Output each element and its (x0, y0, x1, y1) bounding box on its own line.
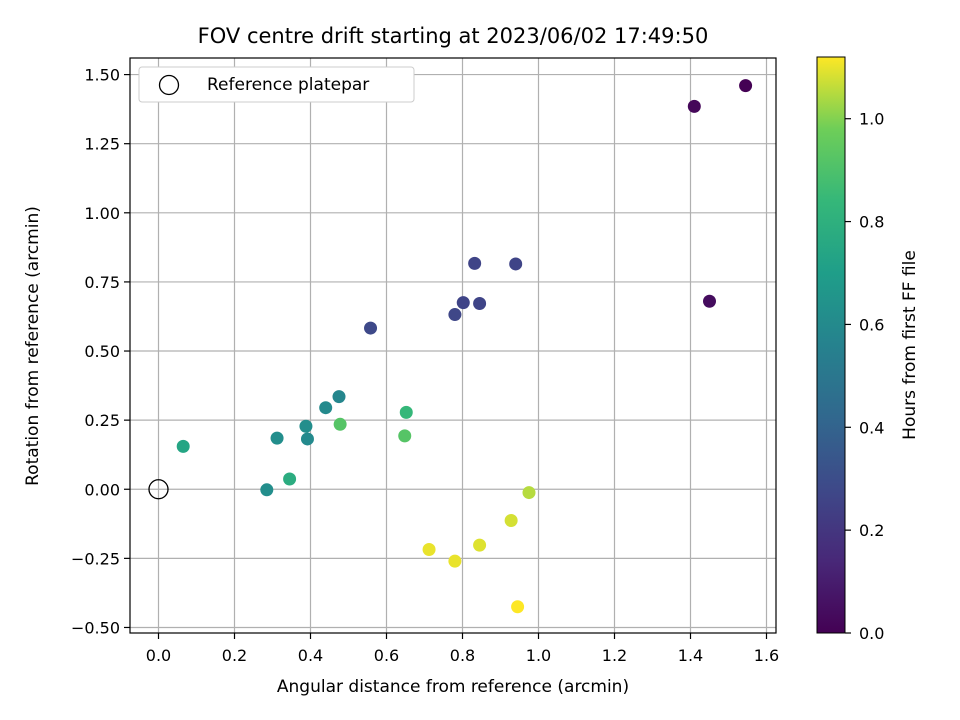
y-tick-label: −0.25 (71, 549, 120, 568)
data-point (739, 79, 753, 93)
y-tick-label: 1.25 (84, 135, 120, 154)
x-tick-label: 0.6 (374, 646, 399, 665)
data-point (468, 256, 482, 270)
y-tick-label: 0.50 (84, 342, 120, 361)
data-point (299, 419, 313, 433)
x-tick-label: 0.0 (146, 646, 171, 665)
data-point (333, 417, 347, 431)
colorbar-ticks: 0.0 0.2 0.4 0.6 0.8 1.0 (845, 110, 884, 643)
grid (130, 58, 776, 633)
x-tick-label: 1.4 (678, 646, 703, 665)
x-tick-label: 1.2 (602, 646, 627, 665)
data-point (504, 513, 518, 527)
x-tick-label: 0.2 (222, 646, 247, 665)
colorbar-tick-label: 1.0 (859, 110, 884, 129)
y-tick-label: 0.00 (84, 480, 120, 499)
colorbar-tick-label: 0.0 (859, 624, 884, 643)
x-tick-label: 1.6 (754, 646, 779, 665)
data-point (703, 294, 716, 308)
data-point (283, 472, 297, 486)
data-point (270, 431, 284, 445)
data-point (399, 405, 413, 419)
data-point (473, 296, 487, 310)
plot-frame (129, 57, 777, 634)
reference-platepar-marker (148, 479, 169, 500)
y-tick-label: −0.50 (71, 618, 120, 637)
data-point (319, 401, 333, 415)
data-point (364, 321, 378, 335)
x-axis-ticks: 0.0 0.2 0.4 0.6 0.8 1.0 1.2 1.4 1.6 (146, 633, 779, 665)
data-point (332, 390, 346, 404)
legend: Reference platepar (138, 66, 415, 103)
colorbar-tick-label: 0.4 (859, 418, 884, 437)
chart-title: FOV centre drift starting at 2023/06/02 … (198, 24, 709, 48)
data-point (522, 486, 536, 500)
data-point (509, 257, 523, 271)
colorbar-tick-label: 0.2 (859, 521, 884, 540)
x-tick-label: 0.8 (450, 646, 475, 665)
data-point (456, 296, 470, 310)
data-point (398, 429, 412, 443)
data-points (148, 79, 753, 614)
colorbar-label: Hours from first FF file (900, 250, 920, 440)
legend-reference-marker (158, 74, 180, 96)
y-tick-label: 0.25 (84, 411, 120, 430)
colorbar-gradient (816, 56, 846, 634)
data-point (448, 554, 462, 568)
x-tick-label: 0.4 (298, 646, 323, 665)
data-point (448, 308, 462, 322)
y-axis-label: Rotation from reference (arcmin) (23, 206, 43, 486)
data-point (473, 538, 487, 552)
colorbar: 0.0 0.2 0.4 0.6 0.8 1.0 Hours from first FF f… (816, 56, 920, 643)
y-tick-label: 0.75 (84, 273, 120, 292)
data-point (687, 99, 701, 113)
colorbar-tick-label: 0.8 (859, 213, 884, 232)
data-point (511, 600, 525, 614)
colorbar-tick-label: 0.6 (859, 315, 884, 334)
y-axis-ticks: −0.50 −0.25 0.00 0.25 0.50 0.75 1.00 1.25 1.50 (71, 66, 130, 637)
x-axis-label: Angular distance from reference (arcmin) (277, 677, 629, 697)
x-tick-label: 1.0 (526, 646, 551, 665)
legend-box (138, 66, 415, 103)
y-tick-label: 1.00 (84, 204, 120, 223)
legend-entry-reference: Reference platepar (207, 75, 369, 95)
data-point (300, 432, 314, 446)
data-point (176, 439, 190, 453)
data-point (422, 543, 436, 557)
data-point (260, 483, 274, 497)
y-tick-label: 1.50 (84, 66, 120, 85)
